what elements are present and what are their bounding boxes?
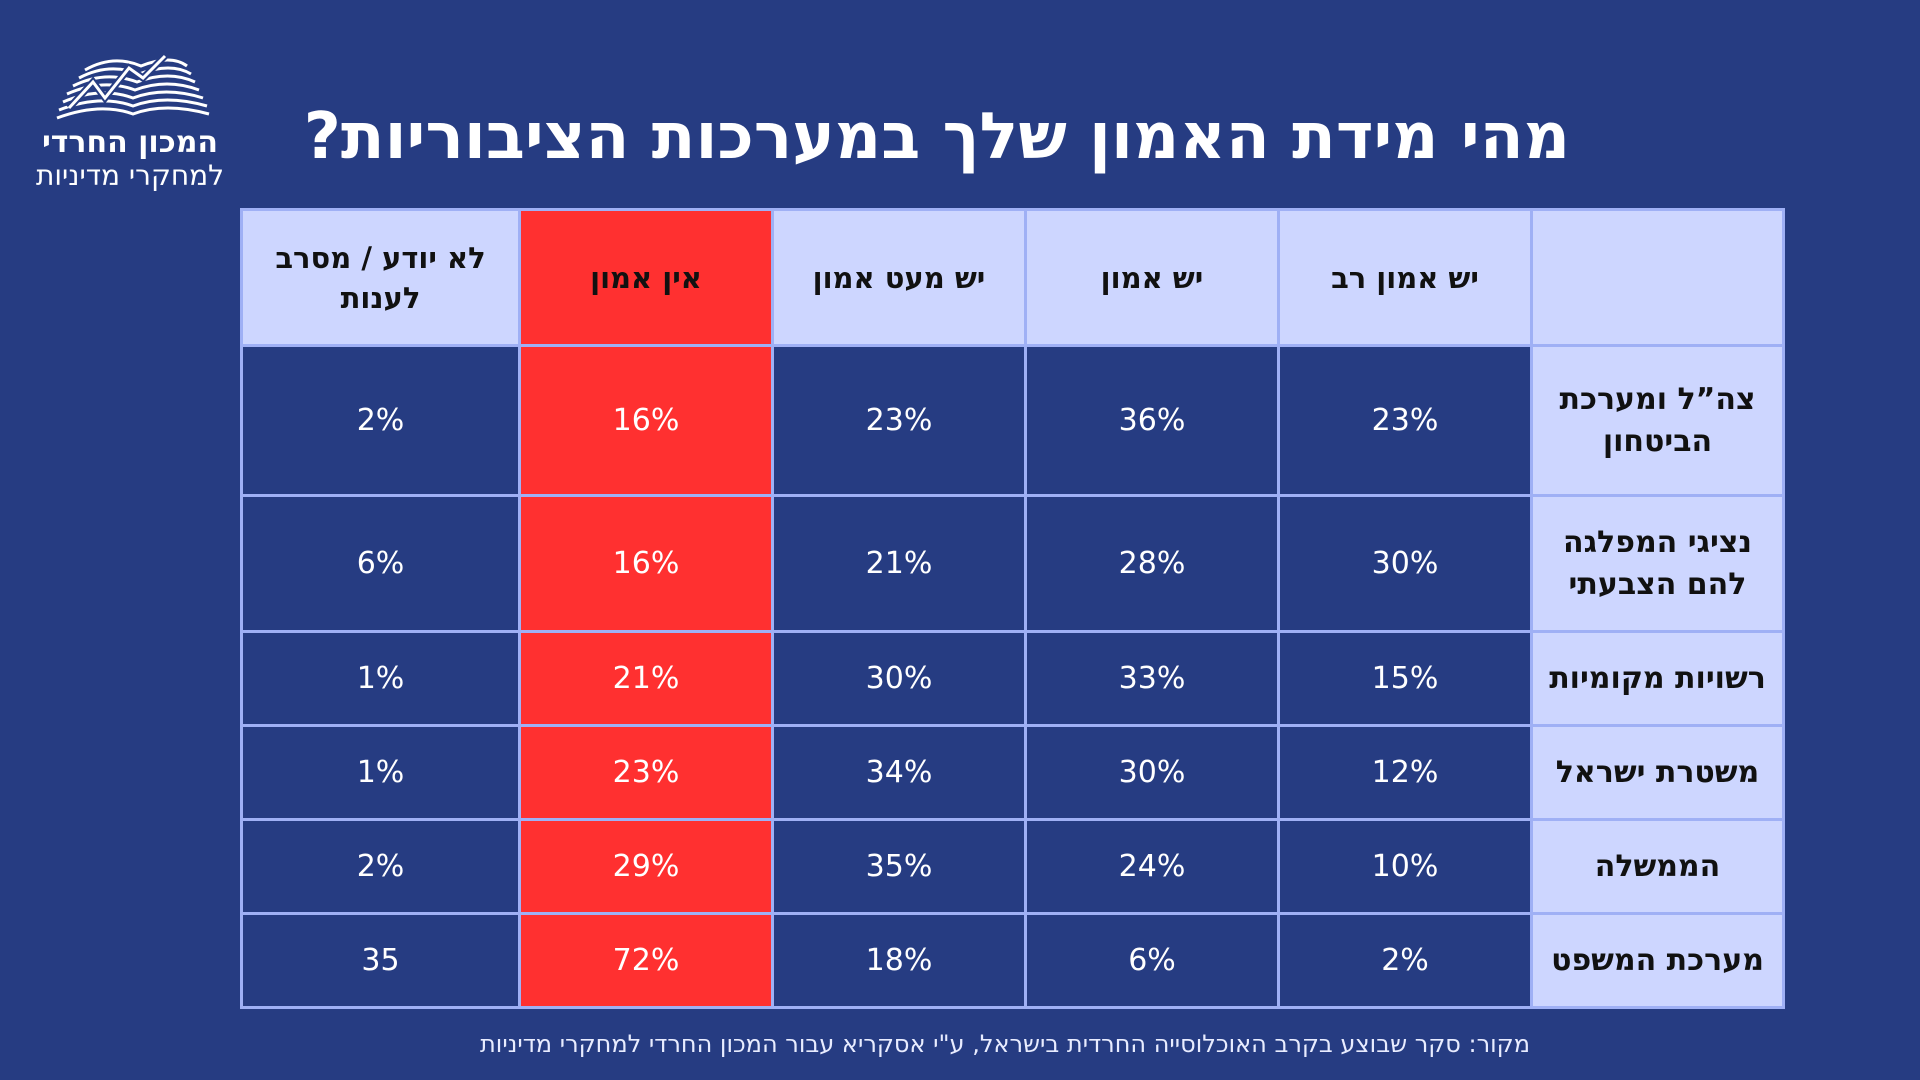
value-cell: 12% — [1277, 724, 1533, 821]
value-cell: 28% — [1024, 494, 1280, 633]
value-cell: 24% — [1024, 818, 1280, 915]
table-row: צה”ל ומערכת הביטחון 23% 36% 23% 16% 2% — [240, 344, 1785, 497]
value-cell: 16% — [518, 494, 774, 633]
column-header: לא יודע / מסרב לענות — [240, 208, 521, 347]
value-cell: 6% — [1024, 912, 1280, 1009]
page-title: מהי מידת האמון שלך במערכות הציבוריות? — [303, 100, 1570, 174]
value-cell: 72% — [518, 912, 774, 1009]
value-cell: 30% — [1024, 724, 1280, 821]
trust-table: יש אמון רב יש אמון יש מעט אמון אין אמון לא י… — [240, 208, 1785, 1009]
value-cell: 33% — [1024, 630, 1280, 727]
value-cell: 23% — [518, 724, 774, 821]
source-note: מקור: סקר שבוצע בקרב האוכלוסייה החרדית ב… — [480, 1030, 1530, 1058]
value-cell: 16% — [518, 344, 774, 497]
value-cell: 23% — [1277, 344, 1533, 497]
column-header: אין אמון — [518, 208, 774, 347]
column-header: יש אמון רב — [1277, 208, 1533, 347]
value-cell: 1% — [240, 724, 521, 821]
value-cell: 36% — [1024, 344, 1280, 497]
value-cell: 18% — [771, 912, 1027, 1009]
value-cell: 1% — [240, 630, 521, 727]
value-cell: 2% — [240, 818, 521, 915]
value-cell: 34% — [771, 724, 1027, 821]
value-cell: 21% — [771, 494, 1027, 633]
column-header: יש אמון — [1024, 208, 1280, 347]
value-cell: 10% — [1277, 818, 1533, 915]
value-cell: 29% — [518, 818, 774, 915]
column-header: יש מעט אמון — [771, 208, 1027, 347]
value-cell: 23% — [771, 344, 1027, 497]
value-cell: 15% — [1277, 630, 1533, 727]
row-label: מערכת המשפט — [1530, 912, 1785, 1009]
table-row: מערכת המשפט 2% 6% 18% 72% 35 — [240, 912, 1785, 1009]
value-cell: 35 — [240, 912, 521, 1009]
logo-line2: למחקרי מדיניות — [35, 159, 225, 192]
value-cell: 35% — [771, 818, 1027, 915]
column-header — [1530, 208, 1785, 347]
table-row: משטרת ישראל 12% 30% 34% 23% 1% — [240, 724, 1785, 821]
logo-line1: המכון החרדי — [41, 125, 219, 160]
value-cell: 30% — [771, 630, 1027, 727]
value-cell: 30% — [1277, 494, 1533, 633]
open-book-logo-icon — [56, 53, 210, 120]
table-row: רשויות מקומיות 15% 33% 30% 21% 1% — [240, 630, 1785, 727]
row-label: רשויות מקומיות — [1530, 630, 1785, 727]
row-label: הממשלה — [1530, 818, 1785, 915]
value-cell: 2% — [240, 344, 521, 497]
row-label: צה”ל ומערכת הביטחון — [1530, 344, 1785, 497]
row-label: משטרת ישראל — [1530, 724, 1785, 821]
row-label: נציגי המפלגה להם הצבעתי — [1530, 494, 1785, 633]
table-header-row: יש אמון רב יש אמון יש מעט אמון אין אמון לא י… — [240, 208, 1785, 347]
value-cell: 21% — [518, 630, 774, 727]
logo: המכון החרדי למחקרי מדיניות — [30, 44, 230, 204]
value-cell: 6% — [240, 494, 521, 633]
value-cell: 2% — [1277, 912, 1533, 1009]
table-row: הממשלה 10% 24% 35% 29% 2% — [240, 818, 1785, 915]
table-row: נציגי המפלגה להם הצבעתי 30% 28% 21% 16% 6% — [240, 494, 1785, 633]
